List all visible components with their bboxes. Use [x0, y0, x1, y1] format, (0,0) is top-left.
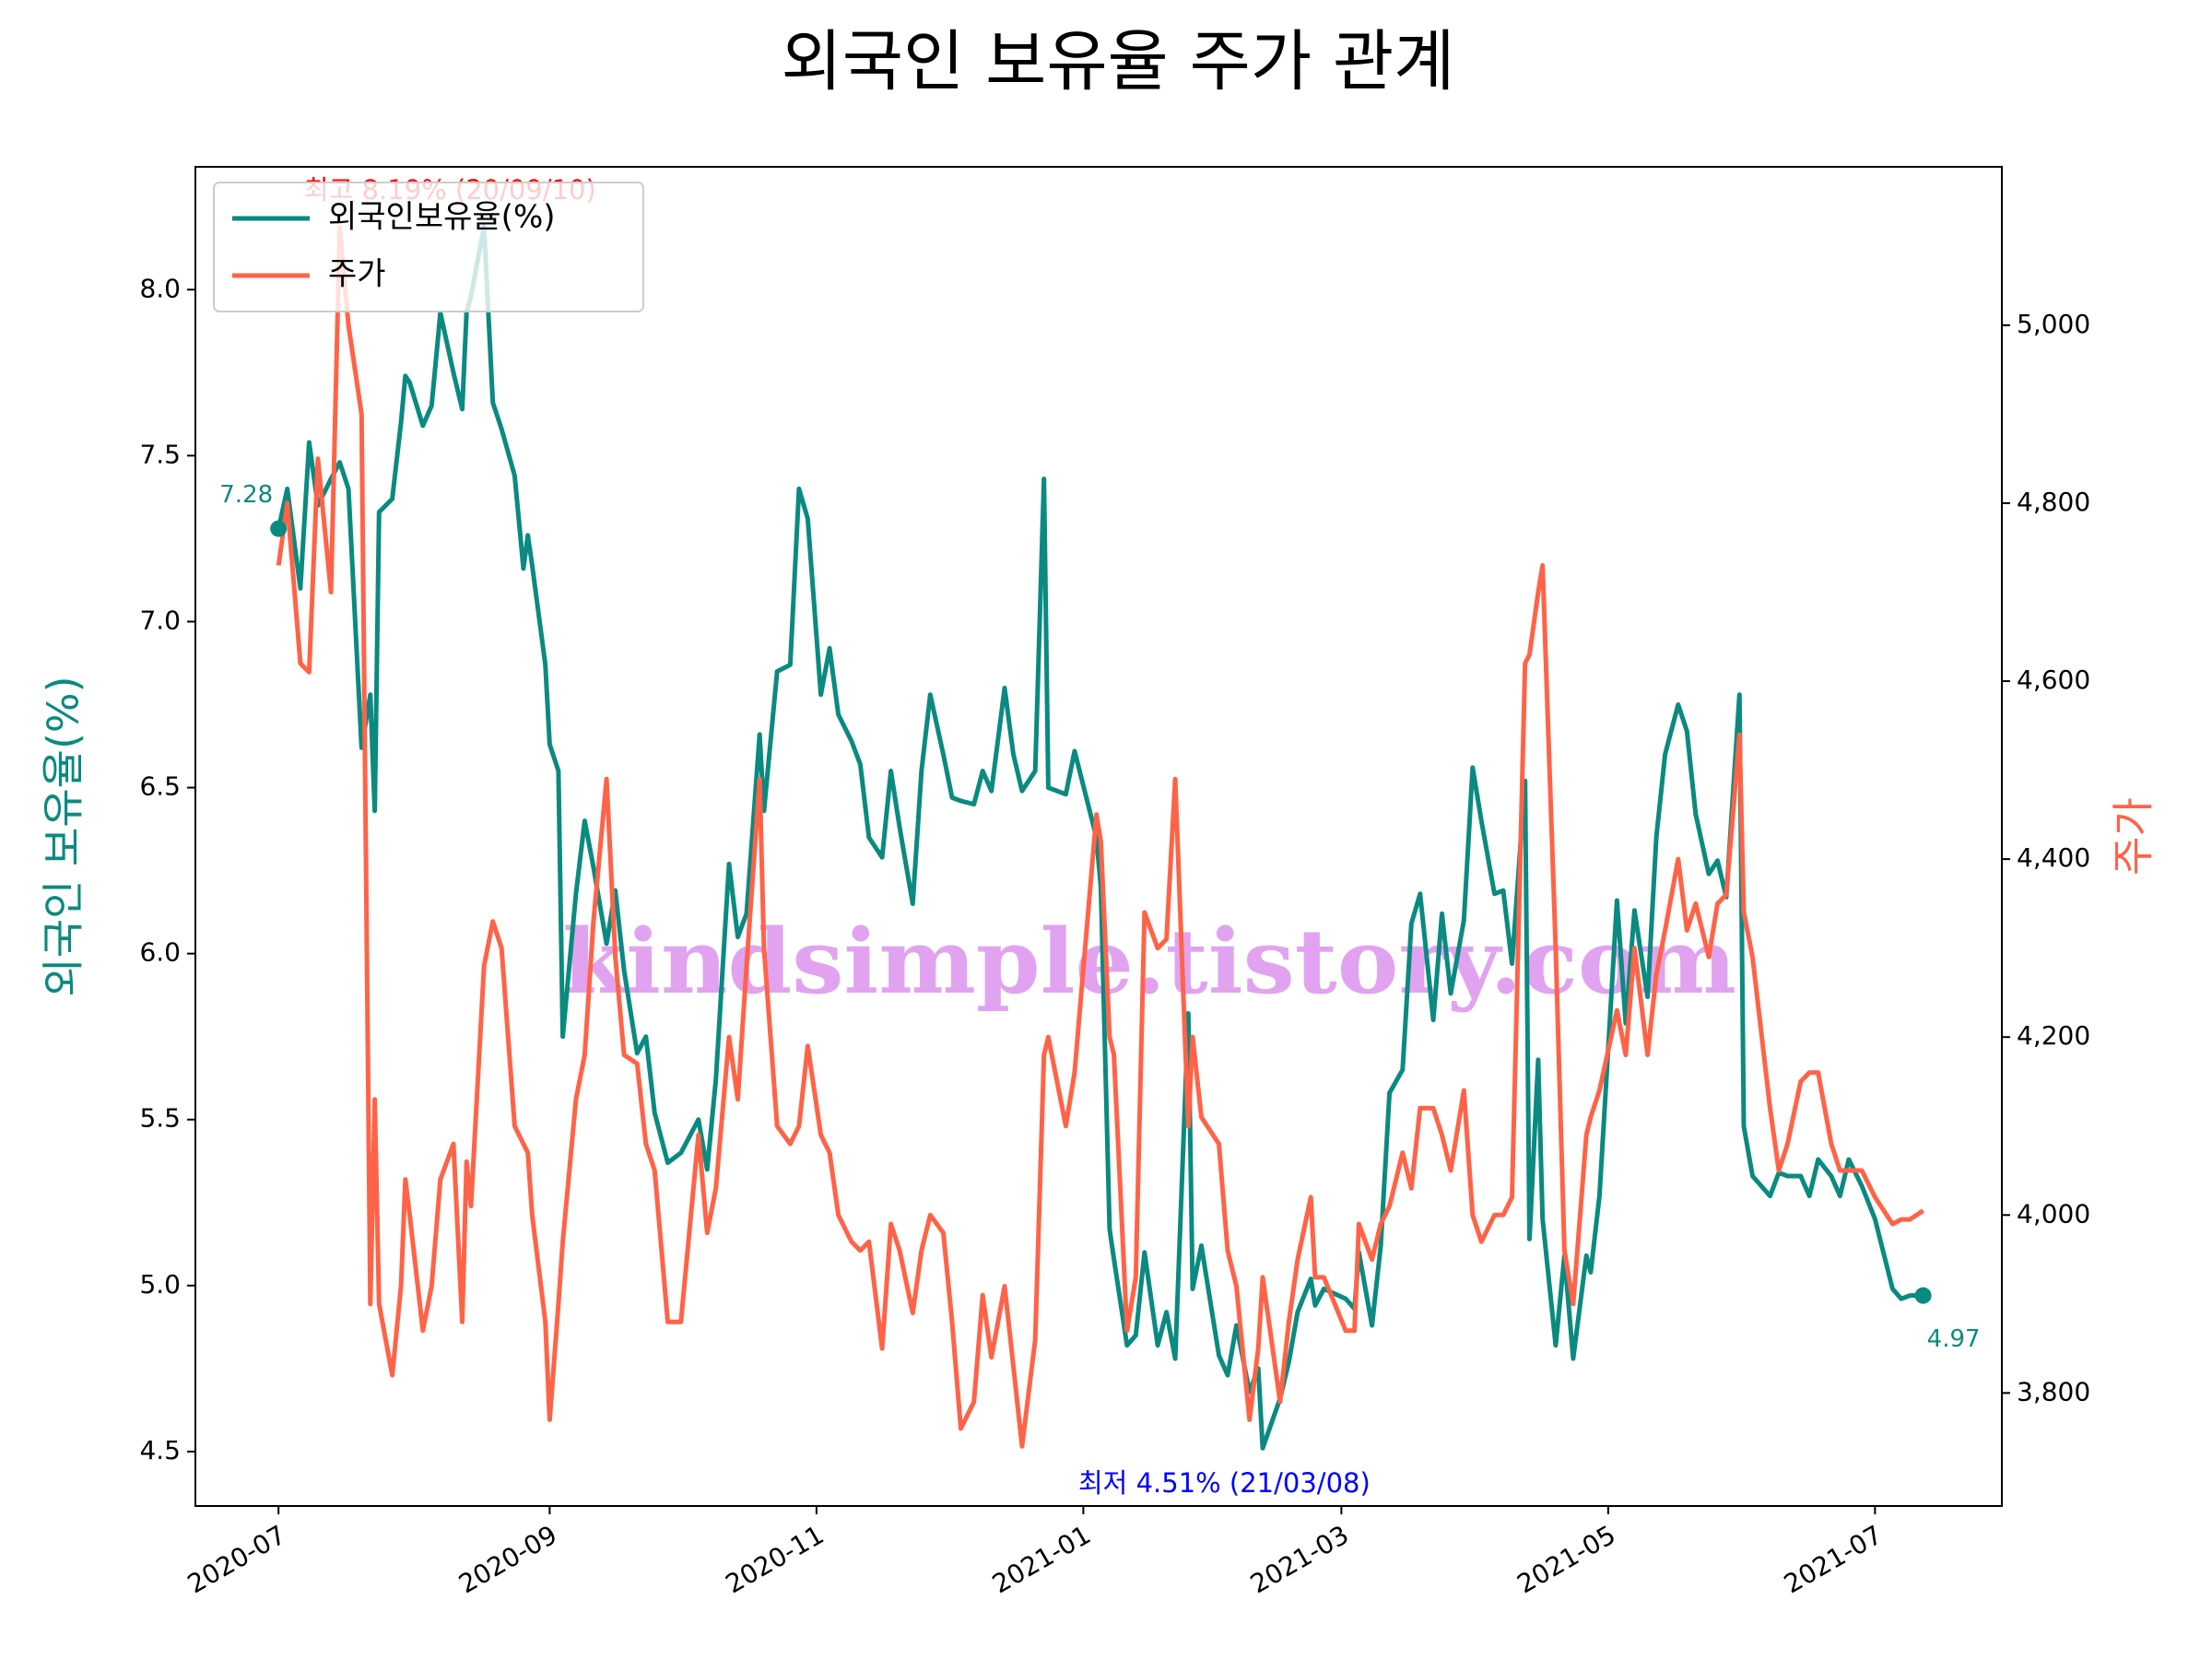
y2-tick-label: 4,800 [2017, 487, 2090, 517]
y-tick-label: 5.0 [139, 1269, 181, 1300]
y-tick-label: 7.0 [139, 605, 181, 635]
y-axis-label: 외국인 보유율(%) [39, 676, 88, 996]
legend-box [213, 182, 644, 312]
y2-tick-label: 4,000 [2017, 1198, 2090, 1229]
y-tick-label: 6.5 [139, 771, 181, 802]
y-tick-label: 5.5 [139, 1103, 181, 1134]
series-line [276, 225, 1924, 1449]
legend-label: 주가 [328, 256, 386, 293]
y2-tick-label: 4,600 [2017, 665, 2090, 695]
endpoint-label: 4.97 [1927, 1325, 1981, 1353]
legend: 외국인보유율(%) 주가 [213, 182, 644, 312]
endpoint-label: 7.28 [219, 481, 273, 509]
endpoint-marker [1914, 1287, 1932, 1304]
y2-tick-label: 5,000 [2017, 309, 2090, 339]
y-tick-label: 4.5 [139, 1435, 181, 1465]
y2-axis-label: 주가 [2109, 797, 2159, 876]
chart-title: 외국인 보유율 주가 관계 [781, 23, 1454, 100]
y2-tick-label: 3,800 [2017, 1376, 2090, 1406]
series-line [276, 224, 1924, 1451]
y2-tick-label: 4,400 [2017, 842, 2090, 873]
y-tick-label: 7.5 [139, 439, 181, 469]
plot-frame [194, 166, 2003, 1507]
endpoint-marker [270, 520, 288, 537]
annotation: 최저 4.51% (21/03/08) [1078, 1467, 1371, 1499]
y-tick-label: 6.0 [139, 937, 181, 968]
y-tick-label: 8.0 [139, 273, 181, 303]
legend-label: 외국인보유율(%) [328, 199, 556, 236]
y2-tick-label: 4,200 [2017, 1020, 2090, 1051]
